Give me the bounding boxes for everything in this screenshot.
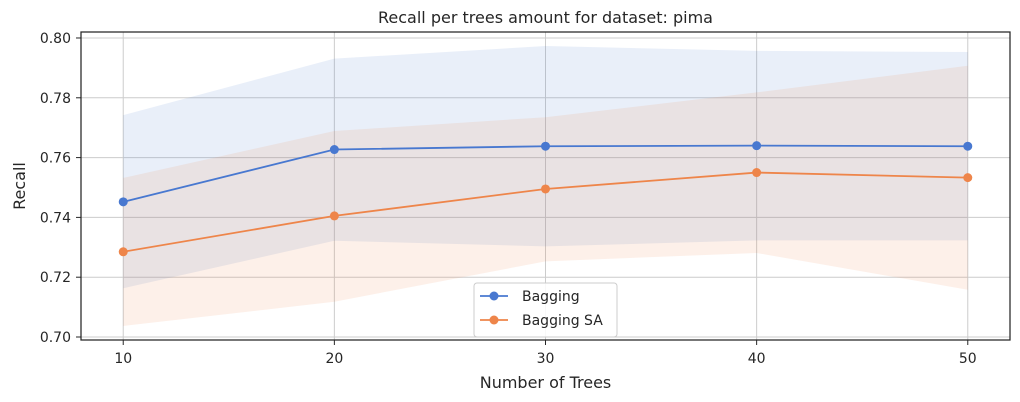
y-tick-label: 0.70 [40, 330, 71, 346]
x-tick-label: 20 [325, 351, 343, 367]
chart-title: Recall per trees amount for dataset: pim… [378, 8, 713, 27]
point-bagging [963, 141, 973, 151]
point-bagging-sa [118, 247, 128, 257]
y-tick-label: 0.80 [40, 31, 71, 47]
legend-box [473, 282, 618, 338]
y-axis-ticks: 0.70 0.72 0.74 0.76 0.78 0.80 [40, 31, 81, 346]
y-axis-title: Recall [10, 162, 29, 210]
x-axis-title: Number of Trees [480, 373, 612, 392]
confidence-bands [123, 46, 968, 326]
legend-label-bagging: Bagging [522, 289, 580, 305]
point-bagging [541, 141, 550, 151]
band-bagging-sa [123, 65, 968, 326]
point-bagging-sa [752, 168, 762, 178]
y-tick-label: 0.78 [40, 91, 71, 107]
band-bagging [123, 46, 968, 289]
legend-label-bagging-sa: Bagging SA [522, 313, 603, 329]
point-bagging-sa [963, 173, 973, 183]
x-axis-ticks: 10 20 30 40 50 [114, 340, 977, 367]
legend-marker-bagging [489, 291, 499, 301]
x-tick-label: 30 [537, 351, 555, 367]
legend: Bagging Bagging SA [473, 282, 618, 338]
grid [81, 32, 1010, 340]
point-bagging [329, 145, 339, 155]
point-bagging [752, 141, 762, 151]
x-tick-label: 10 [114, 351, 132, 367]
y-tick-label: 0.72 [40, 270, 71, 286]
x-tick-label: 50 [959, 351, 977, 367]
x-tick-label: 40 [748, 351, 766, 367]
legend-marker-bagging-sa [489, 315, 499, 325]
series-lines [118, 141, 973, 257]
point-bagging-sa [541, 184, 550, 194]
point-bagging [118, 197, 128, 207]
point-bagging-sa [329, 211, 339, 221]
y-tick-label: 0.74 [40, 210, 71, 226]
y-tick-label: 0.76 [40, 151, 71, 167]
